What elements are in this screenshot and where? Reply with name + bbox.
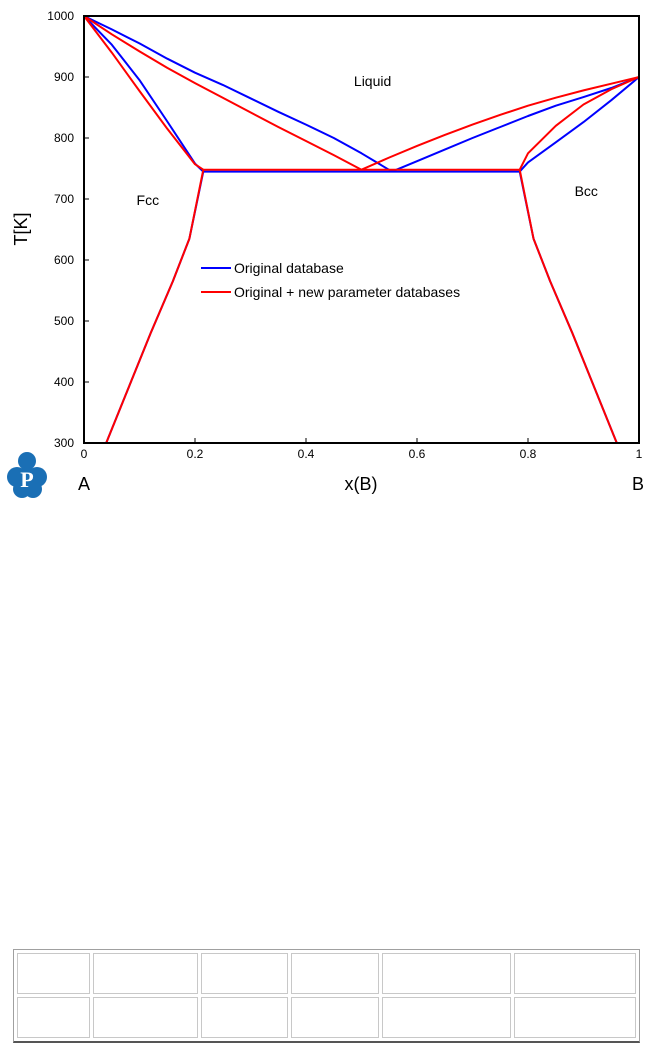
- table-cell: [381, 997, 511, 1038]
- table-cell: [513, 953, 636, 994]
- x-tick-label: 1: [636, 447, 643, 461]
- legend: Original database Original + new paramete…: [201, 260, 460, 300]
- legend-entry-label: Original database: [234, 260, 344, 276]
- logo-icon: P: [7, 452, 47, 498]
- empty-data-table: [13, 949, 640, 1043]
- region-label-fcc: Fcc: [137, 192, 160, 208]
- y-tick-label: 900: [54, 70, 74, 84]
- table-cell: [200, 997, 289, 1038]
- x-tick-label: 0.4: [298, 447, 315, 461]
- phase-diagram-chart: 0 0.2 0.4 0.6 0.8 13004005006007008009001000 …: [7, 9, 644, 498]
- y-tick-label: 500: [54, 314, 74, 328]
- y-tick-label: 800: [54, 131, 74, 145]
- series-2-boundary-line: [518, 169, 618, 444]
- table-cell: [17, 953, 91, 994]
- x-tick-label: 0.2: [187, 447, 204, 461]
- x-axis-title: x(B): [345, 474, 378, 494]
- table-cell: [200, 953, 289, 994]
- series-1-boundary-line: [518, 171, 618, 444]
- legend-entry-label: Original + new parameter databases: [234, 284, 460, 300]
- x-tick-label: 0.8: [520, 447, 537, 461]
- region-label-liquid: Liquid: [354, 73, 391, 89]
- table-row: [17, 997, 636, 1038]
- plot-area-frame: [83, 15, 640, 444]
- table-cell: [291, 953, 379, 994]
- y-tick-label: 300: [54, 436, 74, 450]
- axis-ticks: 0 0.2 0.4 0.6 0.8 1 300 400 500 600 700 800 900 1000: [47, 9, 642, 461]
- series-2-boundary-line: [361, 76, 640, 171]
- x-tick-label: 0: [81, 447, 88, 461]
- y-tick-label: 1000: [47, 9, 74, 23]
- series-1-boundary-line: [391, 76, 640, 173]
- y-tick-label: 400: [54, 375, 74, 389]
- series-1-boundary-line: [105, 171, 205, 444]
- table-cell: [513, 997, 636, 1038]
- table-cell: [93, 997, 198, 1038]
- region-label-bcc: Bcc: [575, 183, 598, 199]
- table-cell: [381, 953, 511, 994]
- y-tick-label: 700: [54, 192, 74, 206]
- left-end-label: A: [78, 474, 90, 494]
- y-tick-label: 600: [54, 253, 74, 267]
- series-2-boundary-line: [83, 15, 204, 171]
- right-end-label: B: [632, 474, 644, 494]
- logo-letter: P: [20, 467, 33, 492]
- series-2-boundary-line: [105, 169, 205, 444]
- phase-region-labels: Liquid Fcc Bcc: [137, 73, 598, 208]
- x-tick-label: 0.6: [409, 447, 426, 461]
- table-cell: [93, 953, 198, 994]
- y-axis-title: T[K]: [11, 212, 31, 245]
- table-cell: [291, 997, 379, 1038]
- table-row: [17, 953, 636, 994]
- series-1-boundary-line: [83, 15, 393, 173]
- series-1-boundary-line: [518, 76, 640, 173]
- phase-boundary-curves: [83, 15, 640, 444]
- series-2-boundary-line: [83, 15, 362, 171]
- series-2-boundary-line: [518, 76, 640, 171]
- table-cell: [17, 997, 91, 1038]
